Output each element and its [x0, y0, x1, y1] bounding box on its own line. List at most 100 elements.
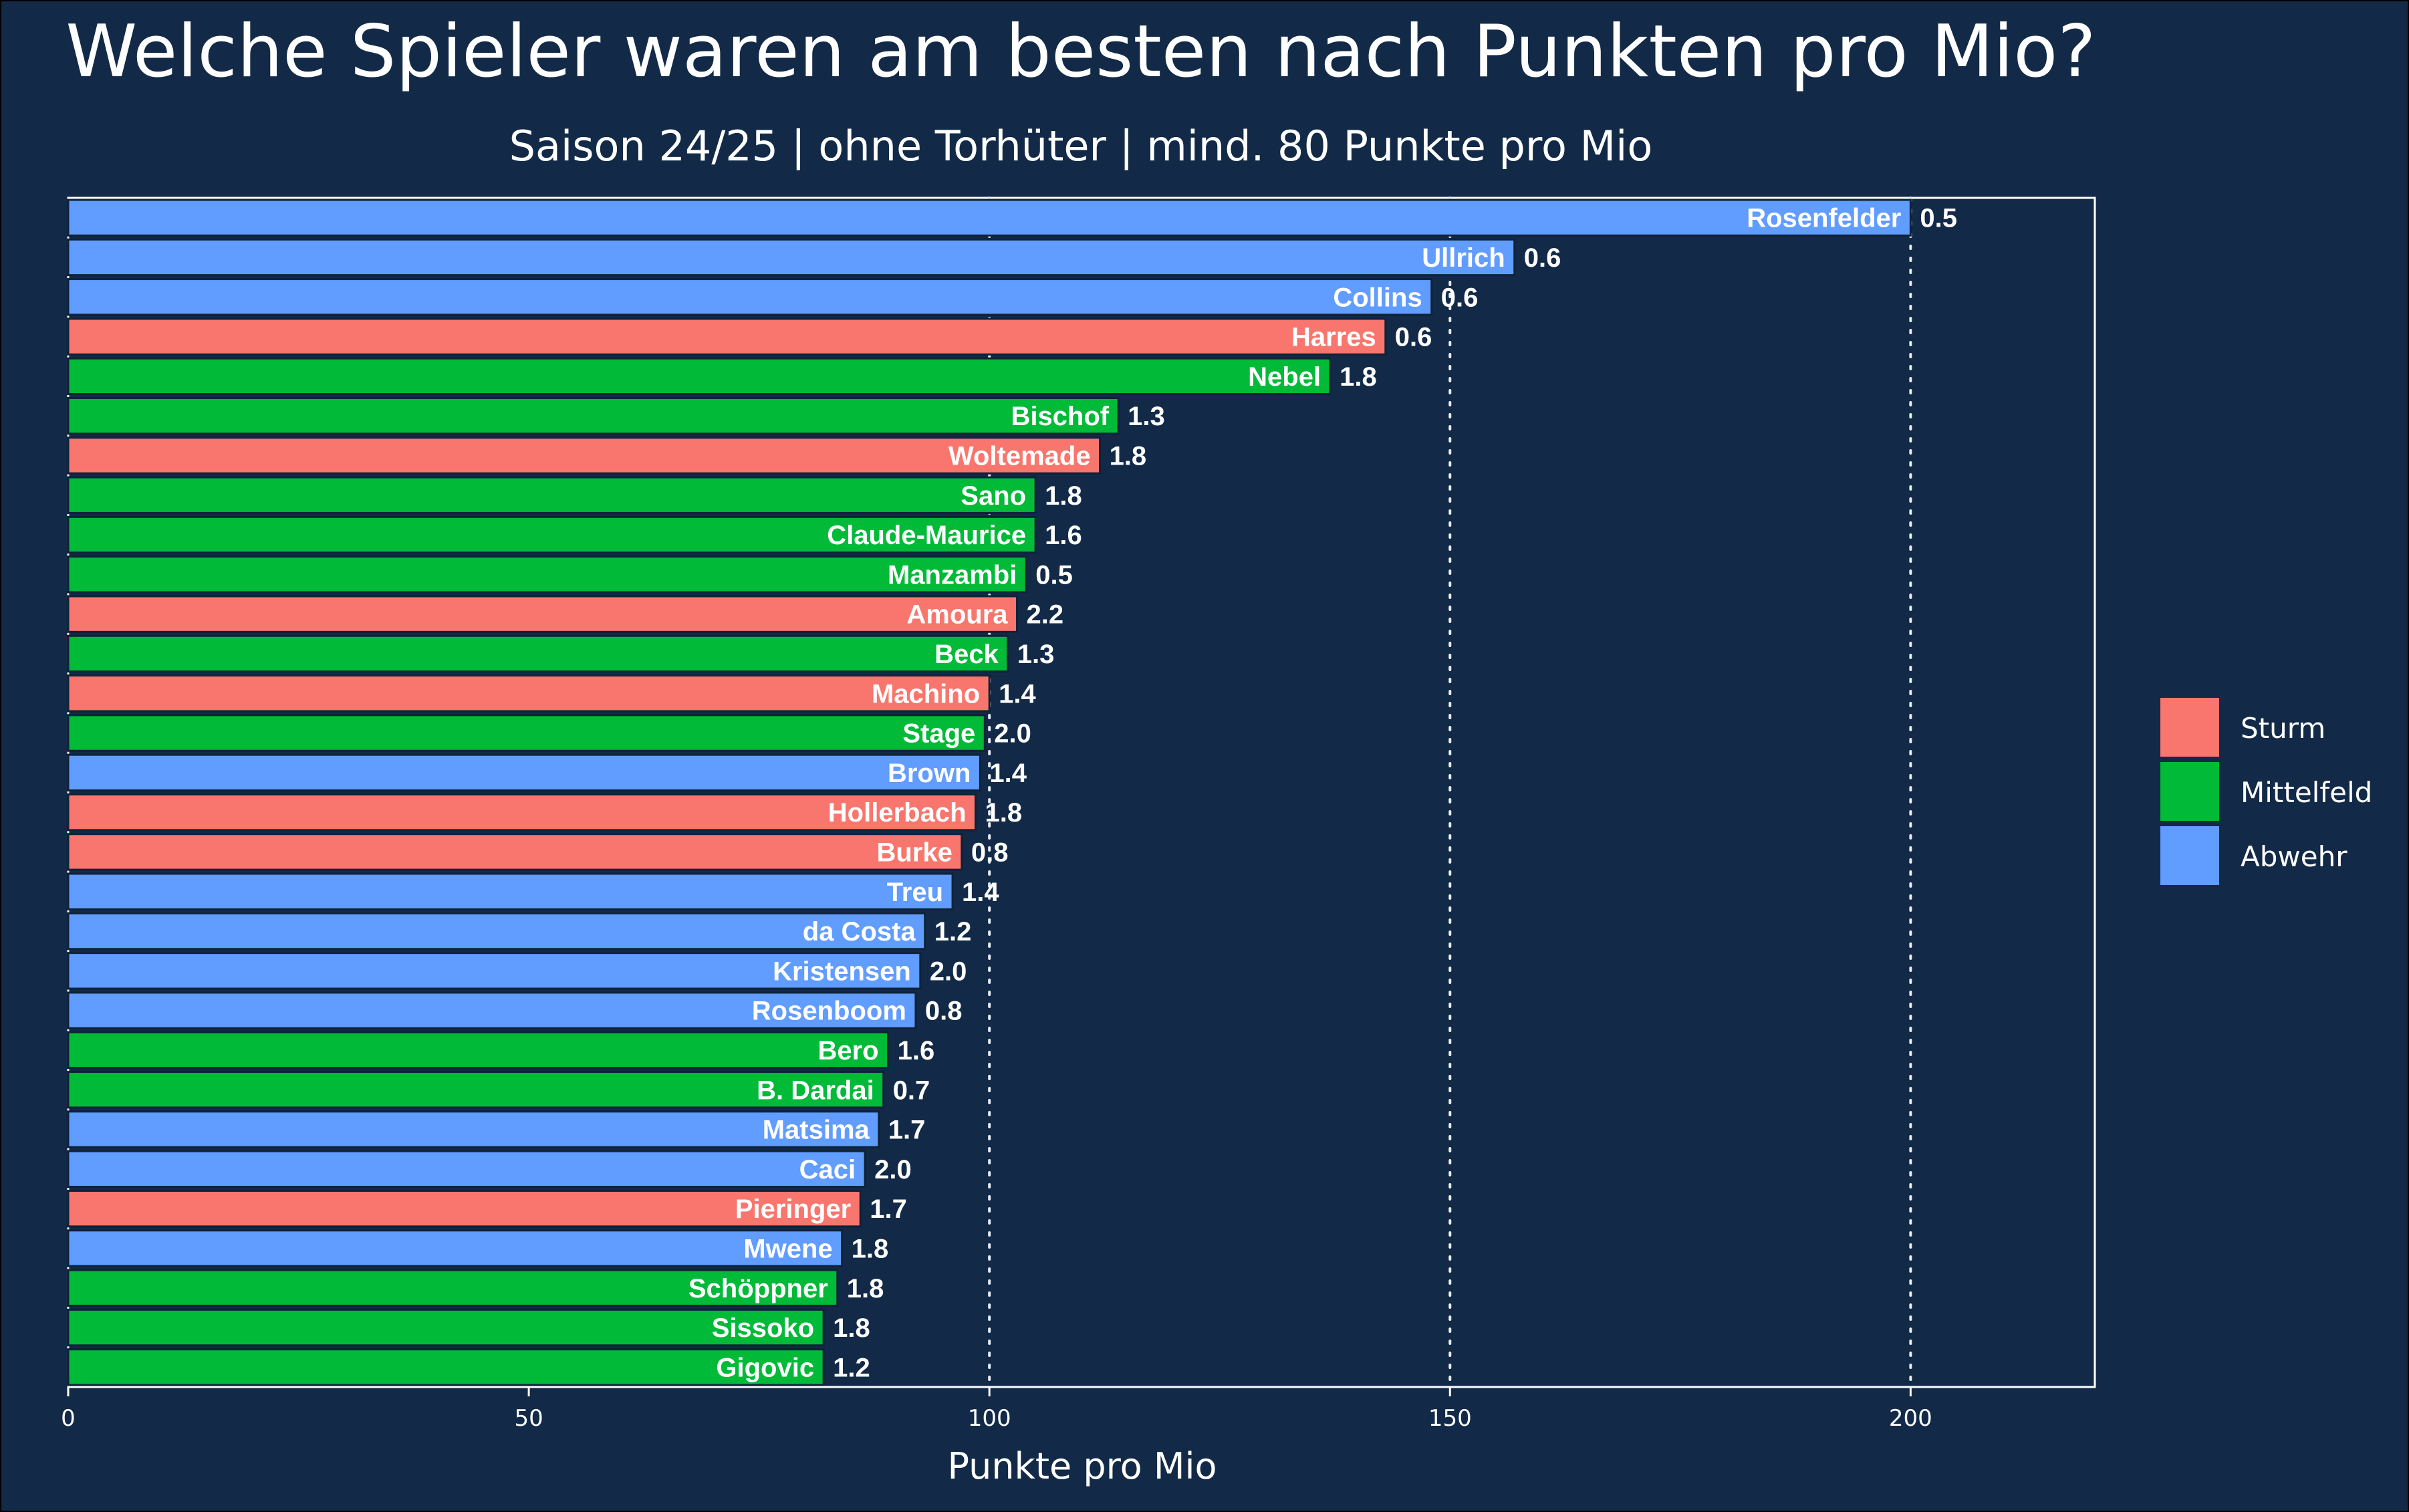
legend-swatch [2160, 826, 2219, 885]
bar-value-label: 1.2 [833, 1353, 870, 1382]
bar-player-label: da Costa [803, 917, 916, 947]
bar-value-label: 1.7 [870, 1194, 907, 1224]
bar-value-label: 2.0 [874, 1155, 912, 1184]
x-axis-label: Punkte pro Mio [947, 1445, 1217, 1487]
plot-panel-border [67, 197, 2096, 1388]
bar-player-label: Ullrich [1422, 243, 1505, 273]
bar [67, 753, 981, 792]
bar-value-label: 1.8 [833, 1313, 870, 1343]
bar [67, 952, 922, 990]
legend-swatch [2160, 762, 2219, 821]
bar [67, 1110, 880, 1148]
x-axis: 0 50 100 150 200 [61, 1387, 1932, 1432]
legend-swatch [2160, 698, 2219, 757]
bar-value-label: 1.8 [852, 1234, 889, 1263]
bar-value-label: 0.6 [1524, 243, 1561, 273]
bar-player-label: Rosenfelder [1747, 204, 1901, 233]
bar-value-label: 1.4 [962, 878, 999, 907]
bar-value-label: 2.0 [994, 719, 1031, 749]
bar-player-label: Pieringer [735, 1194, 851, 1224]
bar [67, 1071, 885, 1109]
bar [67, 1229, 844, 1267]
bar-player-label: Kristensen [773, 957, 911, 986]
bar-player-label: Matsima [763, 1116, 870, 1145]
bar [67, 1269, 839, 1307]
chart-subtitle: Saison 24/25 | ohne Torhüter | mind. 80 … [509, 122, 1653, 171]
bar-value-label: 0.8 [971, 838, 1009, 867]
bar-value-label: 2.2 [1027, 600, 1064, 630]
bar [67, 318, 1387, 356]
bar-player-label: Hollerbach [828, 798, 967, 828]
bar [67, 872, 954, 910]
legend: Sturm Mittelfeld Abwehr [2160, 698, 2372, 885]
bar [67, 714, 986, 752]
bar [67, 238, 1516, 277]
bar [67, 199, 1912, 237]
bar [67, 278, 1433, 316]
bar-value-label: 1.7 [888, 1116, 926, 1145]
chart-title: Welche Spieler waren am besten nach Punk… [66, 10, 2096, 94]
bar-player-label: Mwene [743, 1234, 832, 1263]
bar [67, 555, 1027, 594]
bar [67, 912, 926, 951]
bar-value-label: 0.8 [925, 997, 963, 1026]
bar-player-label: Woltemade [948, 441, 1091, 471]
x-tick-label: 100 [968, 1405, 1011, 1432]
bar-player-label: Bischof [1011, 402, 1109, 431]
bar-value-label: 1.6 [1045, 521, 1082, 550]
bar [67, 396, 1120, 435]
bar-player-label: Harres [1291, 323, 1376, 352]
bar-player-label: Burke [876, 838, 952, 867]
bar-value-label: 0.5 [1035, 560, 1073, 590]
bar-player-label: Claude-Maurice [827, 521, 1026, 550]
legend-label: Sturm [2241, 712, 2325, 745]
bar-player-label: Sissoko [712, 1313, 814, 1343]
bar-player-label: B. Dardai [757, 1076, 874, 1105]
bar [67, 436, 1102, 475]
x-tick-label: 150 [1428, 1405, 1472, 1432]
x-tick-label: 0 [61, 1405, 76, 1432]
bar-player-label: Gigovic [716, 1353, 814, 1382]
bar-value-label: 1.4 [989, 759, 1027, 788]
plot-area: Rosenfelder 0.5 Ullrich 0.6 Collins 0.6 Harres… [67, 197, 2096, 1388]
bar-player-label: Rosenboom [752, 997, 906, 1026]
bar-value-label: 0.5 [1920, 204, 1957, 233]
bar-value-label: 1.8 [985, 798, 1023, 828]
bar-player-label: Schöppner [688, 1274, 828, 1303]
bar [67, 991, 917, 1029]
bar-value-label: 1.3 [1128, 402, 1165, 431]
bar-player-label: Amoura [906, 600, 1008, 630]
bar [67, 793, 977, 832]
x-tick-label: 50 [514, 1405, 543, 1432]
bar [67, 1150, 866, 1188]
bar-player-label: Manzambi [888, 560, 1017, 590]
bar [67, 674, 991, 713]
bar-player-label: Beck [934, 640, 999, 669]
bar-player-label: Collins [1333, 283, 1422, 312]
legend-label: Abwehr [2241, 840, 2348, 873]
bar-value-label: 1.2 [934, 917, 972, 947]
bar [67, 1031, 890, 1069]
bar-player-label: Bero [817, 1036, 878, 1065]
bar-value-label: 1.3 [1017, 640, 1055, 669]
bar [67, 357, 1332, 396]
bar-player-label: Stage [902, 719, 975, 749]
bar [67, 833, 963, 871]
bar-value-label: 1.6 [898, 1036, 935, 1065]
bar-player-label: Caci [799, 1155, 856, 1184]
legend-label: Mittelfeld [2241, 776, 2372, 809]
bar-value-label: 0.7 [893, 1076, 930, 1105]
bar [67, 515, 1037, 554]
bar-value-label: 1.8 [1340, 362, 1377, 392]
bar-value-label: 1.8 [1110, 441, 1147, 471]
bar-player-label: Treu [887, 878, 943, 907]
bar-value-label: 2.0 [930, 957, 967, 986]
bar-player-label: Nebel [1248, 362, 1321, 392]
bar-player-label: Sano [961, 481, 1026, 511]
bar-value-label: 0.6 [1395, 323, 1432, 352]
bar [67, 1189, 862, 1228]
bar [67, 1308, 825, 1347]
bar-player-label: Machino [872, 679, 980, 709]
bar [67, 595, 1019, 633]
